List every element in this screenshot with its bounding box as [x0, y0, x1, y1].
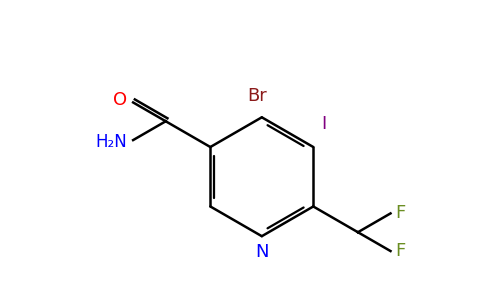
Text: N: N — [255, 243, 269, 261]
Text: H₂N: H₂N — [95, 133, 127, 151]
Text: O: O — [113, 92, 127, 110]
Text: F: F — [395, 204, 406, 222]
Text: I: I — [321, 115, 327, 133]
Text: Br: Br — [247, 87, 267, 105]
Text: F: F — [395, 242, 406, 260]
